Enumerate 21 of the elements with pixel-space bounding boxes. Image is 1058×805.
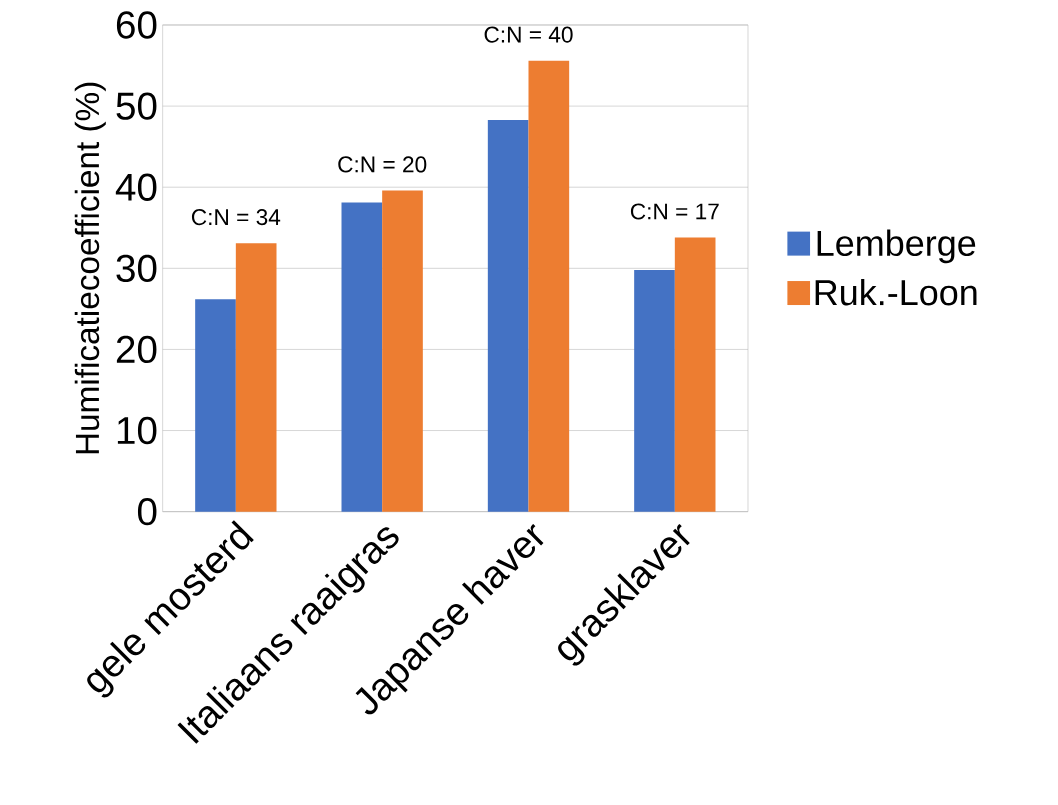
bar	[674, 237, 716, 512]
annotation: C:N = 34	[191, 209, 281, 226]
y-axis-title: Humificatiecoefficient (%)	[74, 82, 106, 454]
bar	[487, 119, 529, 512]
bar	[235, 243, 277, 512]
bar	[634, 269, 675, 512]
y-tick-label: 40	[115, 173, 157, 201]
bar	[341, 202, 383, 512]
annotation: C:N = 17	[630, 203, 719, 220]
y-tick-label: 30	[116, 254, 157, 283]
annotation: C:N = 40	[484, 26, 573, 43]
y-tick-label: 50	[116, 92, 157, 120]
legend-label: Ruk.-Loon	[815, 278, 977, 306]
y-tick-label: 20	[116, 335, 157, 364]
bar	[528, 60, 570, 512]
annotation: C:N = 20	[338, 156, 427, 173]
legend-label: Lemberge	[817, 229, 976, 264]
y-tick-label: 10	[117, 416, 157, 445]
y-tick-label: 60	[116, 11, 157, 39]
bar	[195, 299, 236, 512]
bar	[382, 190, 423, 512]
